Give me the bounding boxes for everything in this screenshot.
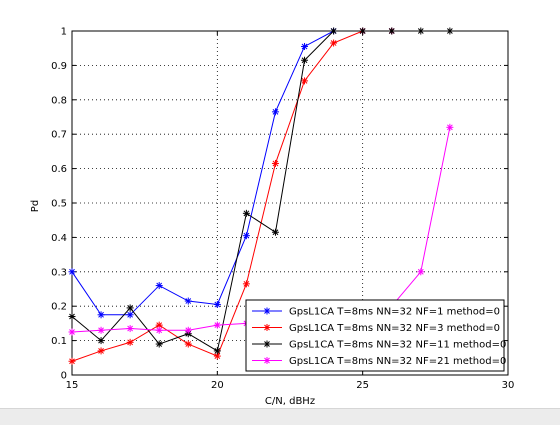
data-point: [155, 282, 163, 290]
data-point: [417, 27, 425, 35]
data-point: [213, 300, 221, 308]
y-tick-label: 0.3: [51, 267, 67, 278]
data-point: [301, 77, 309, 85]
data-point: [97, 347, 105, 355]
data-point: [126, 304, 134, 312]
data-point: [97, 326, 105, 334]
legend-entry: GpsL1CA T=8ms NN=32 NF=3 method=0: [252, 323, 500, 334]
data-point: [213, 352, 221, 360]
data-point: [301, 42, 309, 50]
x-tick-label: 30: [502, 380, 515, 391]
data-point: [446, 27, 454, 35]
axis-ticks: 15 20 25 30 0 0.1 0.2 0.3 0.4 0.5 0.6 0.7 0.8 0.9 1: [51, 27, 514, 392]
y-tick-label: 0.9: [51, 61, 67, 72]
legend-label: GpsL1CA T=8ms NN=32 NF=11 method=0: [289, 340, 506, 351]
data-point: [126, 311, 134, 319]
x-tick-label: 15: [66, 380, 79, 391]
data-point: [68, 313, 76, 321]
data-point: [271, 159, 279, 167]
y-tick-label: 0.6: [51, 164, 67, 175]
y-axis-label: Pd: [30, 200, 41, 212]
data-point: [330, 27, 338, 35]
data-point: [388, 27, 396, 35]
legend-entry: GpsL1CA T=8ms NN=32 NF=21 method=0: [252, 356, 506, 367]
data-point: [271, 108, 279, 116]
data-point: [68, 268, 76, 276]
y-tick-label: 0.4: [51, 233, 67, 244]
data-point: [68, 328, 76, 336]
legend-marker: [263, 340, 271, 348]
y-tick-label: 0.1: [51, 336, 67, 347]
data-point: [184, 326, 192, 334]
y-tick-label: 0.2: [51, 302, 67, 313]
data-point: [68, 357, 76, 365]
data-point: [213, 321, 221, 329]
data-point: [97, 311, 105, 319]
series-line: [71, 30, 450, 352]
data-point: [359, 27, 367, 35]
data-point: [126, 325, 134, 333]
data-point: [184, 340, 192, 348]
legend-marker: [263, 307, 271, 315]
data-point: [242, 280, 250, 288]
line-chart: 15 20 25 30 0 0.1 0.2 0.3 0.4 0.5 0.6 0.7 0.8 0.9 1 C/…: [30, 27, 514, 408]
data-point: [213, 347, 221, 355]
y-tick-label: 0.5: [51, 199, 67, 210]
data-point: [271, 228, 279, 236]
window-bottom-strip: [0, 408, 560, 425]
x-tick-label: 25: [356, 380, 369, 391]
series-group: [68, 27, 454, 365]
data-point: [330, 39, 338, 47]
legend-label: GpsL1CA T=8ms NN=32 NF=1 method=0: [289, 307, 500, 318]
data-point: [155, 326, 163, 334]
data-point: [301, 56, 309, 64]
data-point: [417, 268, 425, 276]
legend-marker: [263, 324, 271, 331]
legend: GpsL1CA T=8ms NN=32 NF=1 method=0 GpsL1CA…: [245, 299, 506, 372]
data-point: [242, 232, 250, 240]
x-tick-label: 20: [211, 380, 224, 391]
legend-box: [245, 299, 505, 372]
y-tick-label: 0.8: [51, 95, 67, 106]
x-axis-label: C/N, dBHz: [265, 396, 315, 407]
legend-label: GpsL1CA T=8ms NN=32 NF=21 method=0: [289, 356, 506, 367]
y-tick-label: 0: [61, 371, 67, 382]
legend-marker: [263, 357, 271, 364]
data-point: [97, 337, 105, 345]
legend-entry: GpsL1CA T=8ms NN=32 NF=1 method=0: [252, 307, 500, 318]
legend-label: GpsL1CA T=8ms NN=32 NF=3 method=0: [289, 323, 500, 334]
y-tick-label: 1: [61, 27, 67, 38]
legend-entry: GpsL1CA T=8ms NN=32 NF=11 method=0: [252, 340, 506, 351]
series-line: [71, 30, 392, 362]
y-tick-label: 0.7: [51, 130, 67, 141]
data-point: [126, 338, 134, 346]
data-point: [184, 297, 192, 305]
data-point: [155, 340, 163, 348]
data-point: [242, 209, 250, 217]
data-point: [446, 123, 454, 131]
grid-lines: [72, 31, 508, 375]
